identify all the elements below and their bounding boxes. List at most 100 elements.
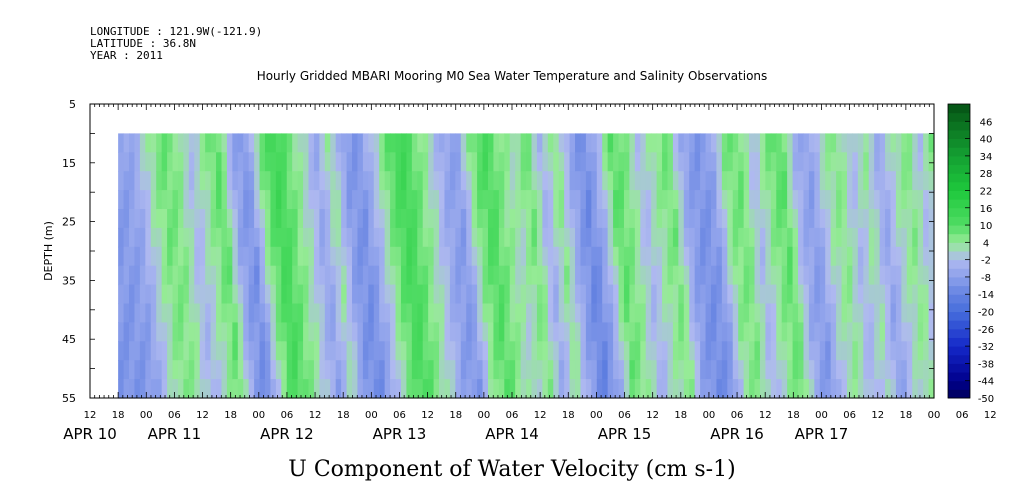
heat-cell [444, 322, 451, 342]
heat-cell [547, 209, 554, 229]
heat-cell [139, 322, 146, 342]
heat-cell [928, 133, 935, 153]
heat-cell [678, 284, 685, 305]
heat-cell [895, 209, 902, 229]
heat-cell [798, 152, 805, 172]
heat-cell [172, 265, 179, 286]
heat-cell [487, 133, 495, 153]
heat-cell [194, 133, 201, 153]
heat-cell [145, 246, 152, 267]
heat-cell [210, 379, 217, 399]
heat-cell [156, 360, 163, 380]
heat-cell [254, 171, 261, 191]
heat-cell [509, 341, 516, 361]
heat-cell [183, 360, 190, 380]
heat-cell [613, 379, 620, 399]
x-hour-label: 00 [140, 410, 153, 421]
heat-cell [352, 379, 359, 399]
heat-cell [357, 209, 364, 229]
heat-cell [232, 265, 239, 286]
heat-cell [825, 209, 832, 229]
heat-cell [134, 152, 141, 172]
heat-cell [531, 379, 538, 399]
heat-cell [449, 190, 456, 210]
heat-cell [727, 341, 734, 361]
heat-cell [645, 265, 652, 286]
heat-cell [221, 152, 228, 172]
heat-cell [749, 152, 756, 172]
heat-cell [672, 379, 679, 399]
heat-cell [711, 379, 718, 399]
heat-cell [515, 227, 522, 248]
heat-cell [303, 322, 310, 342]
heat-cell [656, 360, 663, 380]
heat-cell [498, 133, 505, 153]
heat-cell [618, 341, 625, 361]
heat-cell [852, 190, 859, 210]
heat-cell [520, 171, 527, 191]
heat-cell [765, 322, 772, 342]
heat-cell [509, 152, 516, 172]
heat-cell [167, 133, 174, 153]
colorbar-swatch [948, 216, 970, 226]
heat-cell [471, 265, 478, 286]
heat-cell [580, 190, 587, 210]
heat-cell [400, 265, 408, 286]
heat-cell [553, 152, 560, 172]
heat-cell [830, 227, 837, 248]
x-hour-label: 06 [731, 410, 744, 421]
heat-cell [139, 133, 146, 153]
heat-cell [536, 379, 543, 399]
heat-cell [874, 246, 881, 267]
heat-cell [297, 265, 304, 286]
heat-cell [700, 152, 707, 172]
heat-cell [444, 284, 451, 305]
heat-cell [618, 322, 625, 342]
heat-cell [754, 209, 761, 229]
heat-cell [275, 152, 282, 172]
heat-cell [156, 265, 163, 286]
heat-cell [259, 209, 266, 229]
heat-cell [846, 303, 854, 323]
heat-cell [335, 171, 342, 191]
heat-cell [161, 246, 168, 267]
heat-cell [373, 265, 380, 286]
heat-cell [188, 360, 195, 380]
heat-cell [188, 322, 195, 342]
heat-cell [814, 209, 821, 229]
heat-cell [145, 209, 152, 229]
heat-cell [417, 360, 424, 380]
heat-cell [292, 227, 299, 248]
heat-cell [667, 133, 674, 153]
heat-cell [167, 246, 174, 267]
heat-cell [368, 322, 375, 342]
heat-cell [754, 379, 761, 399]
heat-cell [417, 133, 424, 153]
heat-cell [172, 341, 179, 361]
heat-cell [330, 190, 337, 210]
heat-cell [765, 209, 772, 229]
heat-cell [297, 190, 304, 210]
heat-cell [335, 152, 342, 172]
heat-cell [270, 133, 277, 153]
heat-cell [852, 265, 859, 286]
heat-cell [313, 284, 320, 305]
heat-cell [373, 379, 380, 399]
heat-cell [129, 209, 136, 229]
heat-cell [885, 360, 892, 380]
heat-cell [575, 341, 582, 361]
heat-cell [411, 133, 418, 153]
colorbar-swatch [948, 121, 970, 131]
heat-cell [618, 265, 625, 286]
heat-cell [852, 209, 859, 229]
heat-cell [651, 265, 658, 286]
heat-cell [672, 246, 679, 267]
heat-cell [564, 322, 571, 342]
heat-cell [596, 171, 603, 191]
heat-cell [254, 284, 261, 305]
heat-cell [928, 246, 935, 267]
heat-cell [923, 152, 930, 172]
heat-cell [569, 341, 576, 361]
heat-cell [330, 265, 337, 286]
heat-cell [123, 246, 130, 267]
